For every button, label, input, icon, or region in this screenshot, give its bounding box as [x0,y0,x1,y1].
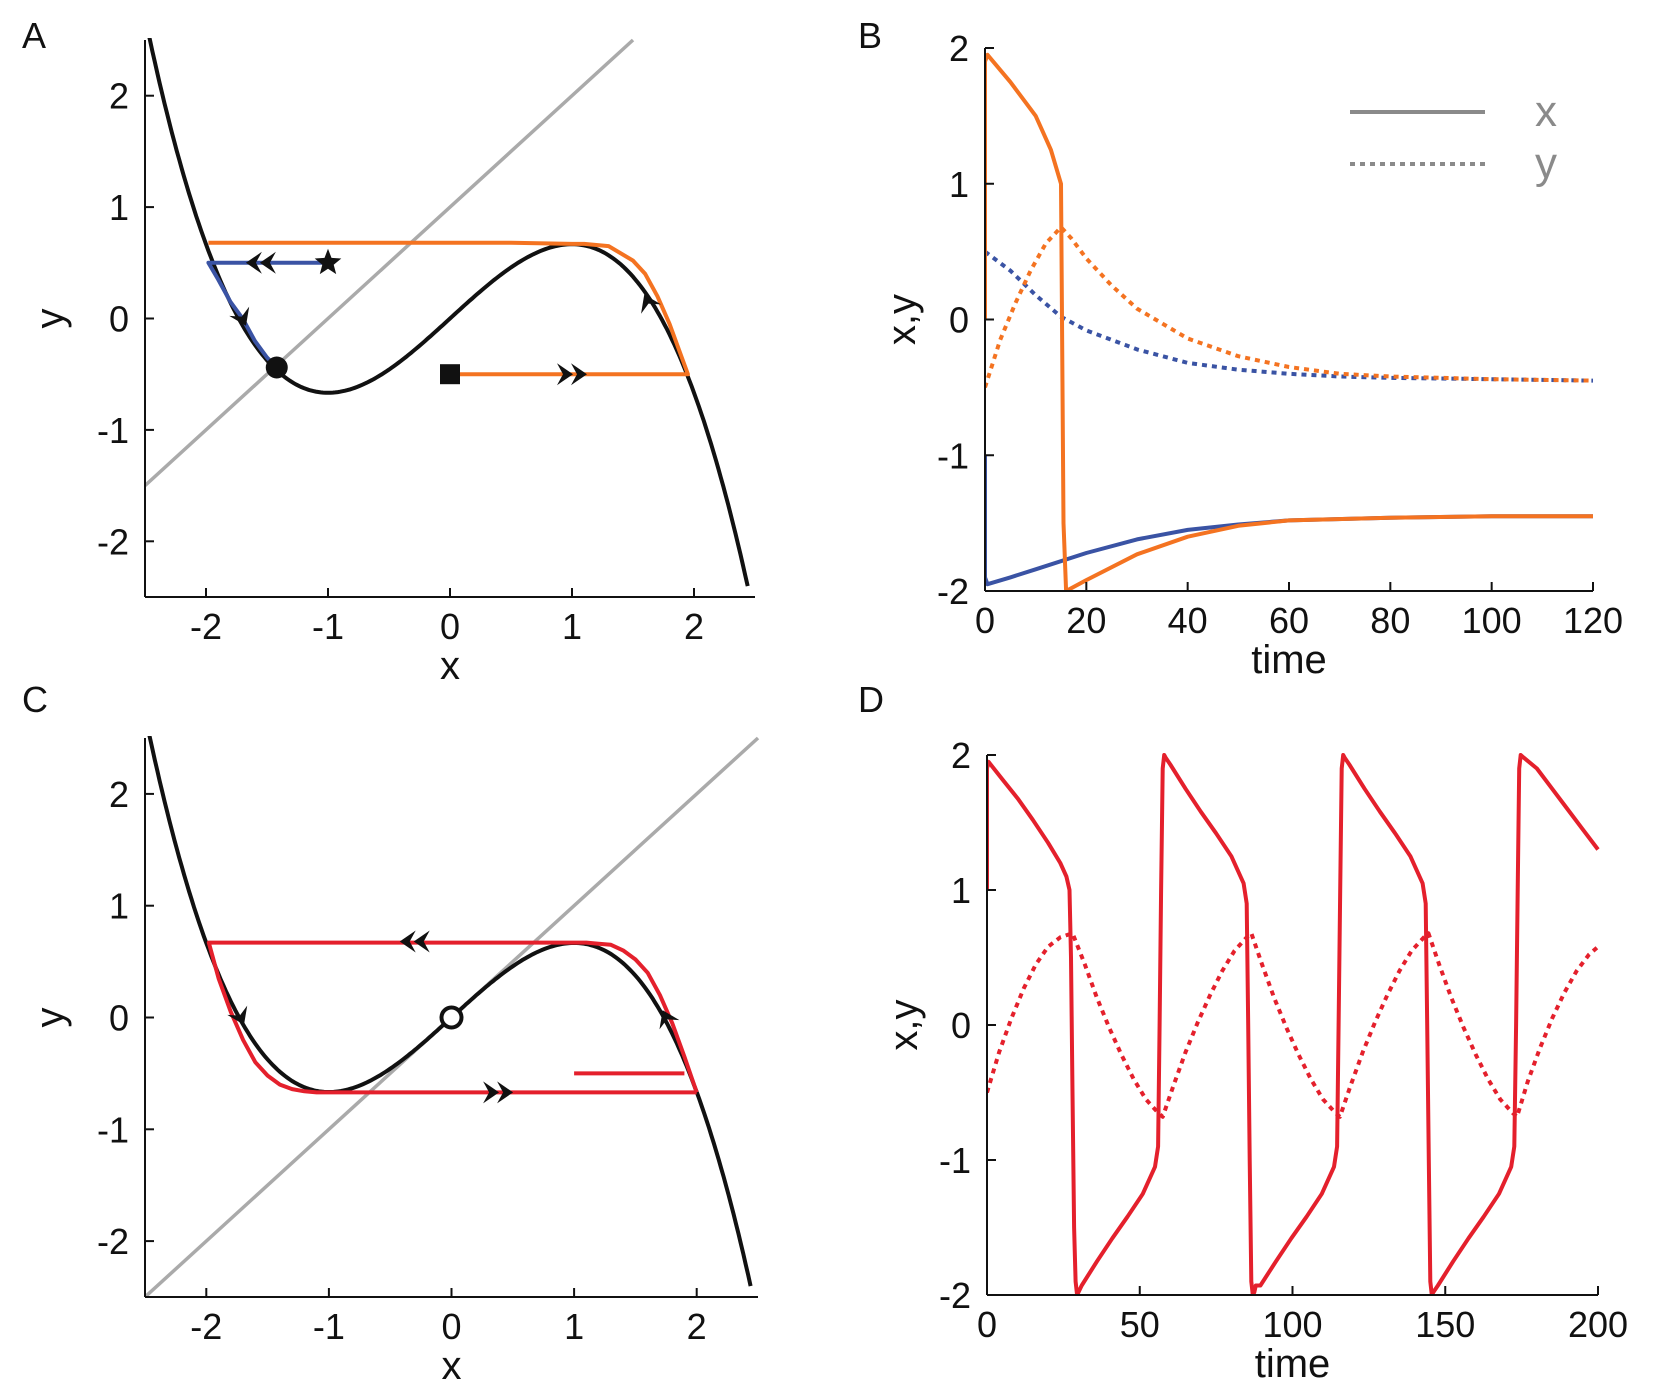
x-tick-label: 2 [687,1306,707,1347]
x-tick-label: 150 [1415,1304,1475,1345]
y-tick-label: 0 [109,299,129,340]
x-tick-label: -1 [313,1306,345,1347]
y-tick-label: 0 [109,998,129,1039]
x-tick-label: 100 [1262,1304,1322,1345]
x-axis-label: time [1251,638,1327,682]
y-tick-label: -1 [97,410,129,451]
series-line-1 [985,250,1594,383]
series-line-3 [985,225,1594,389]
y-tick-label: 1 [951,870,971,911]
x-tick-label: 50 [1120,1304,1160,1345]
series-line-2 [985,52,1593,591]
series-line-1 [208,240,690,377]
x-tick-label: -1 [312,606,344,647]
x-tick-label: 40 [1168,600,1208,641]
x-tick-label: 0 [441,1306,461,1347]
linear-nullcline [145,38,635,487]
y-tick-label: 2 [109,76,129,117]
cubic-nullcline [147,736,753,1287]
x-tick-label: 2 [684,606,704,647]
direction-arrow-icon [483,1081,514,1104]
y-tick-label: -1 [937,435,969,476]
y-tick-label: 2 [109,774,129,815]
panel-label-d: D [858,679,884,720]
y-tick-label: -1 [97,1109,129,1150]
y-tick-label: 0 [951,1005,971,1046]
x-tick-label: -2 [190,1306,222,1347]
direction-arrow-icon [399,930,430,953]
x-tick-label: 0 [440,606,460,647]
panel-b-time-series: 0 20 40 60 80 100 120 -2 -1 0 1 2 time x,y xy [880,28,1623,682]
y-tick-label: -2 [97,1221,129,1262]
panel-d-time-series: 0 50 100 150 200 -2 -1 0 1 2 time x,y [882,735,1628,1386]
plot-area [987,753,1600,1295]
y-tick-label: -2 [939,1275,971,1316]
x-tick-label: 0 [977,1304,997,1345]
square-start-marker [440,364,460,385]
y-tick-label: 2 [949,28,969,69]
plot-area [985,52,1594,591]
legend-label: x [1535,87,1557,136]
x-tick-label: 60 [1269,600,1309,641]
legend: xy [1350,87,1557,188]
direction-arrow-icon [245,251,276,274]
x-tick-label: 100 [1462,600,1522,641]
series-line-0 [987,753,1600,1295]
y-tick-label: 1 [109,886,129,927]
y-axis-label: y [28,309,72,329]
x-tick-label: 0 [975,600,995,641]
x-axis-label: x [440,644,460,688]
series-line-1 [206,940,699,1095]
x-tick-label: 120 [1563,600,1623,641]
x-tick-label: 80 [1370,600,1410,641]
x-axis-label: time [1255,1342,1331,1386]
panel-label-c: C [22,679,48,720]
direction-arrow-icon [229,306,250,326]
y-tick-label: -2 [937,571,969,612]
y-tick-label: -1 [939,1140,971,1181]
y-tick-label: 2 [951,735,971,776]
plot-area [145,38,750,587]
direction-arrow-icon [227,1005,248,1025]
direction-arrow-icon [557,363,587,386]
panel-c-phase-plane: -2 -1 0 1 2 -2 -1 0 1 2 x y [28,736,760,1388]
panel-a-phase-plane: -2 -1 0 1 2 -2 -1 0 1 2 x y [28,38,755,688]
series-line-0 [206,260,328,369]
direction-arrow-icon [641,294,661,314]
x-tick-label: 1 [562,606,582,647]
y-tick-label: 0 [949,300,969,341]
panel-label-a: A [22,15,46,56]
x-tick-label: 20 [1066,600,1106,641]
direction-arrow-icon [659,1010,680,1030]
star-start-marker [314,248,342,275]
panel-label-b: B [858,15,882,56]
y-axis-label: x,y [880,294,924,345]
x-tick-label: 200 [1568,1304,1628,1345]
cubic-nullcline [147,38,750,587]
y-tick-label: 1 [109,187,129,228]
y-axis-label: y [28,1008,72,1028]
fixed-point-marker [265,356,288,379]
x-tick-label: -2 [190,606,222,647]
series-line-1 [987,931,1600,1119]
y-tick-label: 1 [949,164,969,205]
legend-label: y [1535,139,1557,188]
x-axis-label: x [442,1344,462,1388]
y-axis-label: x,y [882,999,926,1050]
y-tick-label: -2 [97,521,129,562]
x-tick-label: 1 [564,1306,584,1347]
unstable-fixed-point-marker [439,1005,464,1030]
